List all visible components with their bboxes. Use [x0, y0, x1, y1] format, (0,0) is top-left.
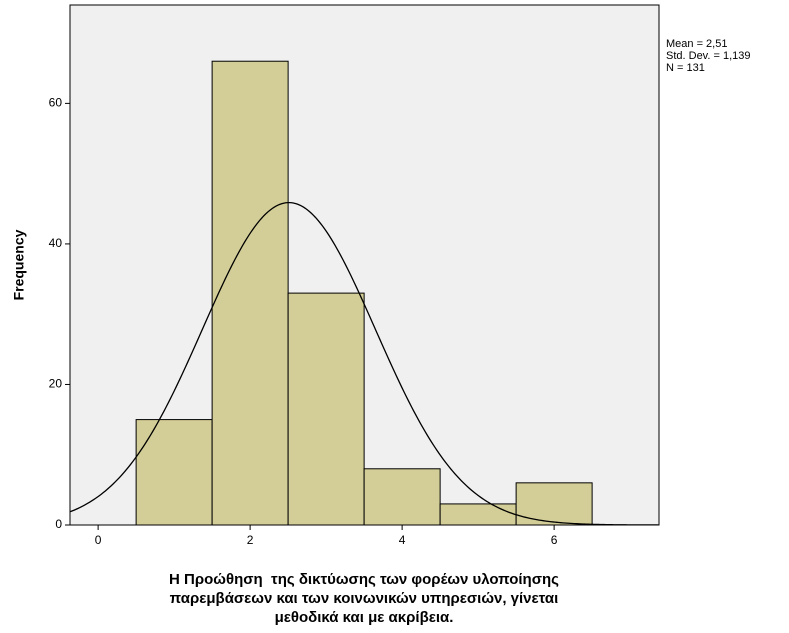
bar — [363, 468, 441, 526]
annotation: Std. Dev. = 1,139 — [666, 50, 751, 62]
y-axis-label: Frequency — [11, 229, 27, 300]
bar — [515, 482, 593, 526]
bar — [287, 292, 365, 526]
y-tick-label: 0 — [55, 517, 62, 531]
y-tick-label: 40 — [49, 236, 63, 250]
x-tick-label: 4 — [399, 533, 406, 547]
x-tick-label: 0 — [95, 533, 102, 547]
bar — [135, 419, 213, 526]
x-axis-label: Η Προώθηση της δικτύωσης των φορέων υλοπ… — [169, 571, 559, 588]
y-tick-label: 60 — [49, 96, 63, 110]
x-tick-label: 2 — [247, 533, 254, 547]
x-tick-label: 6 — [551, 533, 558, 547]
y-tick-label: 20 — [49, 377, 63, 391]
x-axis-label: παρεμβάσεων και των κοινωνικών υπηρεσιών… — [170, 590, 559, 607]
normal-curve — [70, 201, 659, 525]
bar — [439, 503, 517, 526]
bar — [211, 60, 289, 526]
annotation: N = 131 — [666, 62, 705, 74]
annotation: Mean = 2,51 — [666, 38, 727, 50]
x-axis-label: μεθοδικά και με ακρίβεια. — [275, 609, 454, 626]
